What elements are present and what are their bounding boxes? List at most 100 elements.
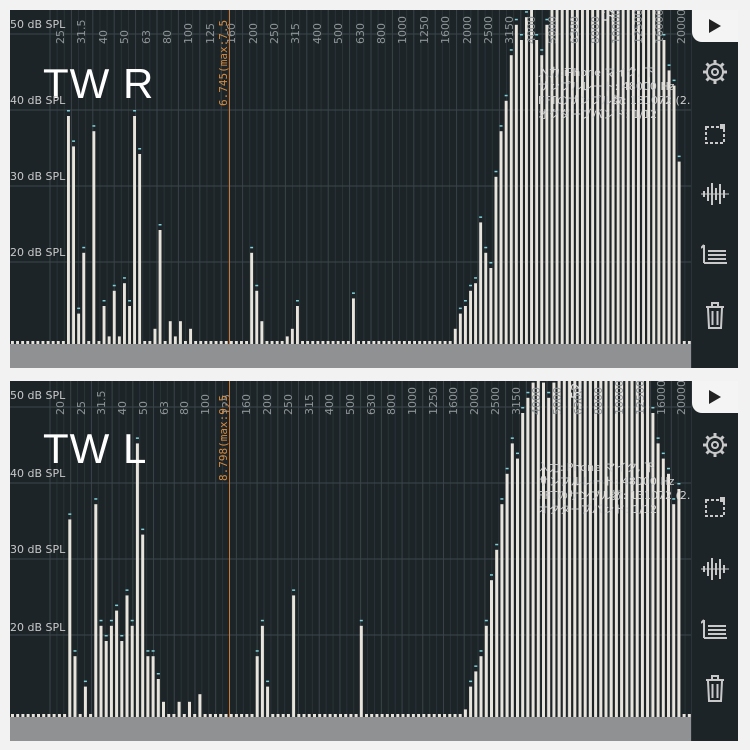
frequency-label: 500 <box>332 23 346 44</box>
spectrum-chart[interactable] <box>10 381 692 741</box>
spectrum-bar <box>82 252 86 344</box>
spectrum-bar <box>47 714 51 717</box>
spectrum-bar <box>77 313 81 344</box>
spectrum-bar <box>599 381 603 717</box>
spectrum-bar <box>642 10 645 344</box>
waveform-button[interactable] <box>699 178 731 210</box>
spectrum-bar <box>357 341 360 344</box>
spectrum-bar <box>271 714 275 717</box>
peak-hold-mark <box>510 437 514 439</box>
trash-icon <box>706 675 724 702</box>
play-button[interactable] <box>692 381 738 413</box>
spectrum-bar <box>495 549 499 717</box>
peak-hold-mark <box>526 391 530 394</box>
spectrum-bar <box>234 714 238 717</box>
spectrum-bar <box>682 714 686 717</box>
spl-label-30: 30 dB SPL <box>10 543 66 556</box>
spectrum-bar <box>614 381 618 717</box>
spectrum-bar <box>94 504 98 717</box>
frequency-label: 12500 <box>633 381 647 415</box>
spectrum-panel-right: TW R 50 dB SPL 40 dB SPL 30 dB SPL 20 dB… <box>10 10 738 368</box>
spectrum-chart[interactable] <box>10 10 692 368</box>
peak-hold-mark <box>141 528 145 531</box>
frequency-label: 100 <box>182 23 196 44</box>
waveform-button[interactable] <box>699 553 731 585</box>
peak-hold-mark <box>509 49 513 51</box>
spl-label-40: 40 dB SPL <box>10 467 66 480</box>
peak-hold-mark <box>92 125 96 127</box>
spectrum-bar <box>130 625 134 717</box>
spectrum-bar <box>640 381 644 717</box>
spectrum-bar <box>682 341 686 344</box>
spectrum-bar <box>285 336 289 344</box>
spectrum-bar <box>443 341 447 344</box>
spectrum-bar <box>141 534 145 717</box>
spectrum-bar <box>500 504 504 717</box>
spectrum-bar <box>557 381 561 717</box>
spl-label-20: 20 dB SPL <box>10 621 66 634</box>
spectrum-bar <box>484 625 488 717</box>
spectrum-bar <box>92 131 96 344</box>
spectrum-bar <box>433 341 437 344</box>
export-list-button[interactable] <box>699 613 731 645</box>
spectrum-bar <box>138 154 142 344</box>
spectrum-bar <box>11 714 14 717</box>
peak-hold-mark <box>672 498 676 500</box>
spectrum-bar <box>265 341 269 344</box>
spectrum-bar <box>203 714 207 717</box>
spectrum-bar <box>349 714 353 717</box>
peak-hold-mark <box>94 498 98 500</box>
spectrum-bar <box>306 341 310 344</box>
spectrum-bar <box>219 341 223 344</box>
spectrum-bar <box>344 714 348 717</box>
settings-button[interactable] <box>699 429 731 461</box>
frequency-label: 630 <box>353 23 367 44</box>
peak-hold-mark <box>99 619 103 622</box>
peak-hold-mark <box>499 125 503 127</box>
spectrum-bar <box>16 341 19 344</box>
selection-button[interactable] <box>699 491 731 523</box>
frequency-label: 250 <box>281 394 295 415</box>
frequency-label: 16000 <box>653 10 667 44</box>
spectrum-bar <box>51 341 55 344</box>
spectrum-bar <box>87 341 91 344</box>
peak-hold-mark <box>146 650 150 652</box>
spectrum-bar <box>208 714 212 717</box>
list-export-icon <box>701 244 727 264</box>
spectrum-bar <box>219 714 223 717</box>
spl-label-50: 50 dB SPL <box>10 18 66 31</box>
spectrum-bar <box>581 10 584 345</box>
spectrum-bar <box>422 714 426 717</box>
frequency-label: 1250 <box>426 387 440 415</box>
spectrum-bar <box>333 714 337 717</box>
peak-hold-mark <box>672 79 676 82</box>
spectrum-bar <box>189 328 192 344</box>
settings-button[interactable] <box>699 56 731 88</box>
frequency-label: 31.5 <box>75 19 89 45</box>
peak-hold-mark <box>504 94 508 97</box>
delete-button[interactable] <box>699 300 731 332</box>
selection-button[interactable] <box>699 118 731 150</box>
spectrum-bar <box>307 714 311 717</box>
play-button[interactable] <box>692 10 738 42</box>
frequency-label: 6300 <box>567 16 581 44</box>
frequency-label: 8000 <box>589 16 602 44</box>
panel-title: TW R <box>43 60 155 107</box>
spectrum-bar <box>214 714 217 717</box>
spectrum-bar <box>552 382 556 717</box>
spectrum-bar <box>97 341 101 344</box>
peak-hold-mark <box>547 391 551 394</box>
export-list-button[interactable] <box>699 238 731 270</box>
spectrum-bar <box>469 686 473 717</box>
delete-button[interactable] <box>699 673 731 705</box>
frequency-label: 63 <box>157 401 171 415</box>
spectrum-bar <box>151 656 155 717</box>
spectrum-panel-left: TW L 50 dB SPL 40 dB SPL 30 dB SPL 20 dB… <box>10 381 738 741</box>
frequency-label: 315 <box>289 23 303 44</box>
frequency-label: 63 <box>139 30 153 44</box>
spectrum-bar <box>489 268 493 344</box>
spectrum-bar <box>525 17 528 344</box>
spectrum-bar <box>362 341 366 344</box>
spectrum-bar <box>318 714 322 717</box>
spectrum-bar <box>148 341 152 344</box>
